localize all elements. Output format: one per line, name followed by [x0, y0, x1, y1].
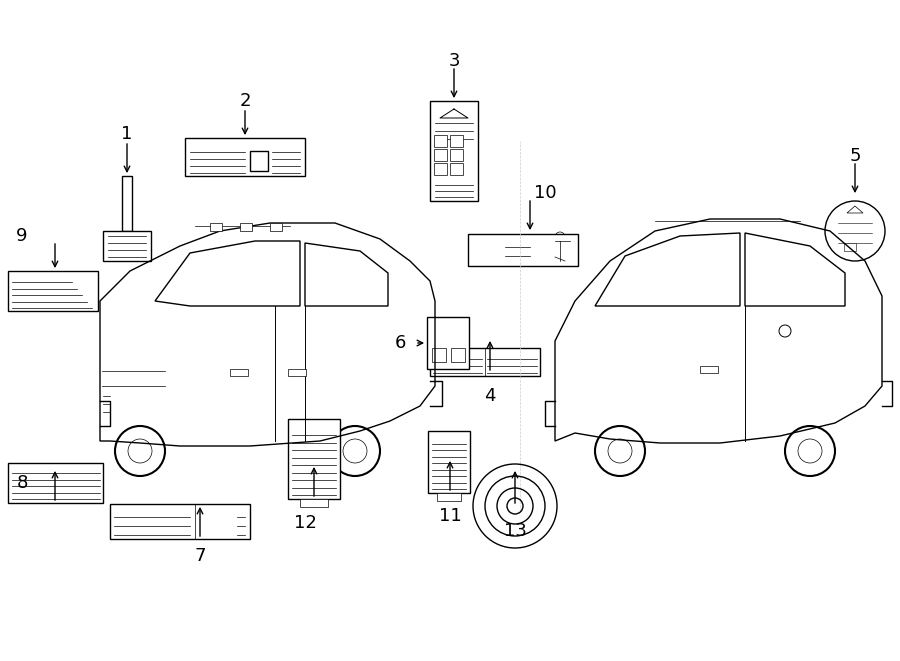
FancyBboxPatch shape — [451, 348, 465, 362]
FancyBboxPatch shape — [430, 348, 540, 376]
FancyBboxPatch shape — [430, 101, 478, 201]
Text: 11: 11 — [438, 507, 462, 525]
FancyBboxPatch shape — [185, 138, 305, 176]
FancyBboxPatch shape — [230, 369, 248, 376]
Text: 7: 7 — [194, 547, 206, 565]
FancyBboxPatch shape — [844, 243, 856, 251]
Text: 13: 13 — [504, 522, 526, 540]
FancyBboxPatch shape — [450, 149, 463, 161]
FancyBboxPatch shape — [103, 231, 151, 261]
FancyBboxPatch shape — [250, 151, 268, 171]
FancyBboxPatch shape — [427, 317, 469, 369]
FancyBboxPatch shape — [432, 348, 446, 362]
Text: 3: 3 — [448, 52, 460, 70]
FancyBboxPatch shape — [450, 163, 463, 175]
Text: 1: 1 — [122, 125, 132, 143]
FancyBboxPatch shape — [110, 504, 250, 539]
Text: 12: 12 — [293, 514, 317, 532]
FancyBboxPatch shape — [8, 463, 103, 503]
FancyBboxPatch shape — [270, 223, 282, 231]
FancyBboxPatch shape — [240, 223, 252, 231]
Text: 5: 5 — [850, 147, 860, 165]
FancyBboxPatch shape — [300, 499, 328, 507]
FancyBboxPatch shape — [428, 431, 470, 493]
Text: 4: 4 — [484, 387, 496, 405]
FancyBboxPatch shape — [700, 366, 718, 373]
FancyBboxPatch shape — [288, 369, 306, 376]
FancyBboxPatch shape — [468, 234, 578, 266]
Text: 6: 6 — [394, 334, 406, 352]
FancyBboxPatch shape — [437, 493, 461, 501]
FancyBboxPatch shape — [434, 135, 447, 147]
Text: 8: 8 — [16, 474, 28, 492]
FancyBboxPatch shape — [210, 223, 222, 231]
FancyBboxPatch shape — [434, 149, 447, 161]
Text: 10: 10 — [534, 184, 556, 202]
FancyBboxPatch shape — [122, 176, 132, 231]
FancyBboxPatch shape — [434, 163, 447, 175]
Text: 9: 9 — [16, 227, 28, 245]
Text: 2: 2 — [239, 92, 251, 110]
FancyBboxPatch shape — [8, 271, 98, 311]
FancyBboxPatch shape — [288, 419, 340, 499]
FancyBboxPatch shape — [450, 135, 463, 147]
